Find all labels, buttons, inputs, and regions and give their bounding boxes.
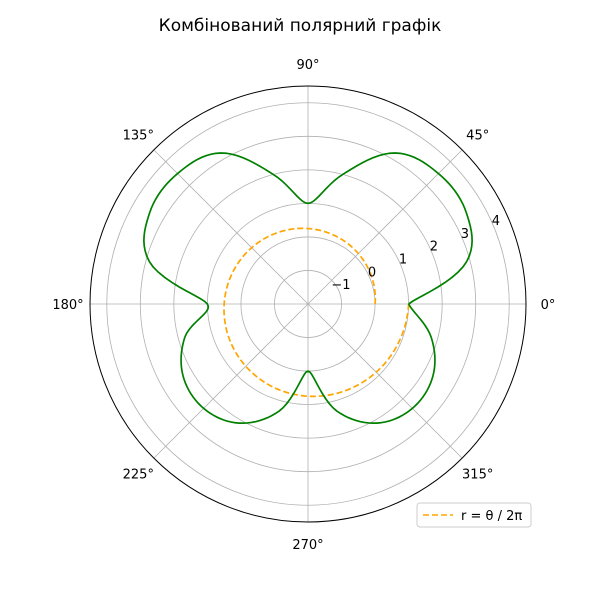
r-tick-label: 3 [461,227,469,242]
r-tick-label: 2 [430,240,438,255]
r-tick-label: 4 [492,214,500,229]
r-tick-label: −1 [331,278,350,293]
legend-label-r-theta: r = θ / 2π [461,509,522,524]
legend: r = θ / 2π [416,502,532,528]
chart-title: Комбінований полярний графік [158,16,442,36]
frame-layer [89,85,527,523]
angle-tick-label: 315° [462,468,493,483]
angle-grid-line [307,303,463,459]
polar-frame [89,85,527,523]
label-layer: −1 0 1 2 3 4 0° 45° 90° 135° 180° 225° 270° 315° [52,58,555,553]
angle-grid-line [307,149,463,305]
angle-grid-line [153,149,309,305]
series-line-1 [143,152,473,425]
legend-box [416,502,532,528]
r-tick-label: 0 [368,265,376,280]
angle-grid-line [153,303,309,459]
angle-tick-label: 225° [123,468,154,483]
grid-layer [90,86,526,522]
series-line-0 [223,227,410,398]
angle-tick-label: 45° [466,128,489,143]
angle-tick-label: 90° [296,58,319,73]
angle-tick-label: 135° [123,128,154,143]
angle-tick-label: 270° [292,538,323,553]
angle-tick-label: 0° [541,298,556,313]
series-layer [143,152,473,425]
r-tick-label: 1 [399,252,407,267]
angle-tick-label: 180° [52,298,83,313]
